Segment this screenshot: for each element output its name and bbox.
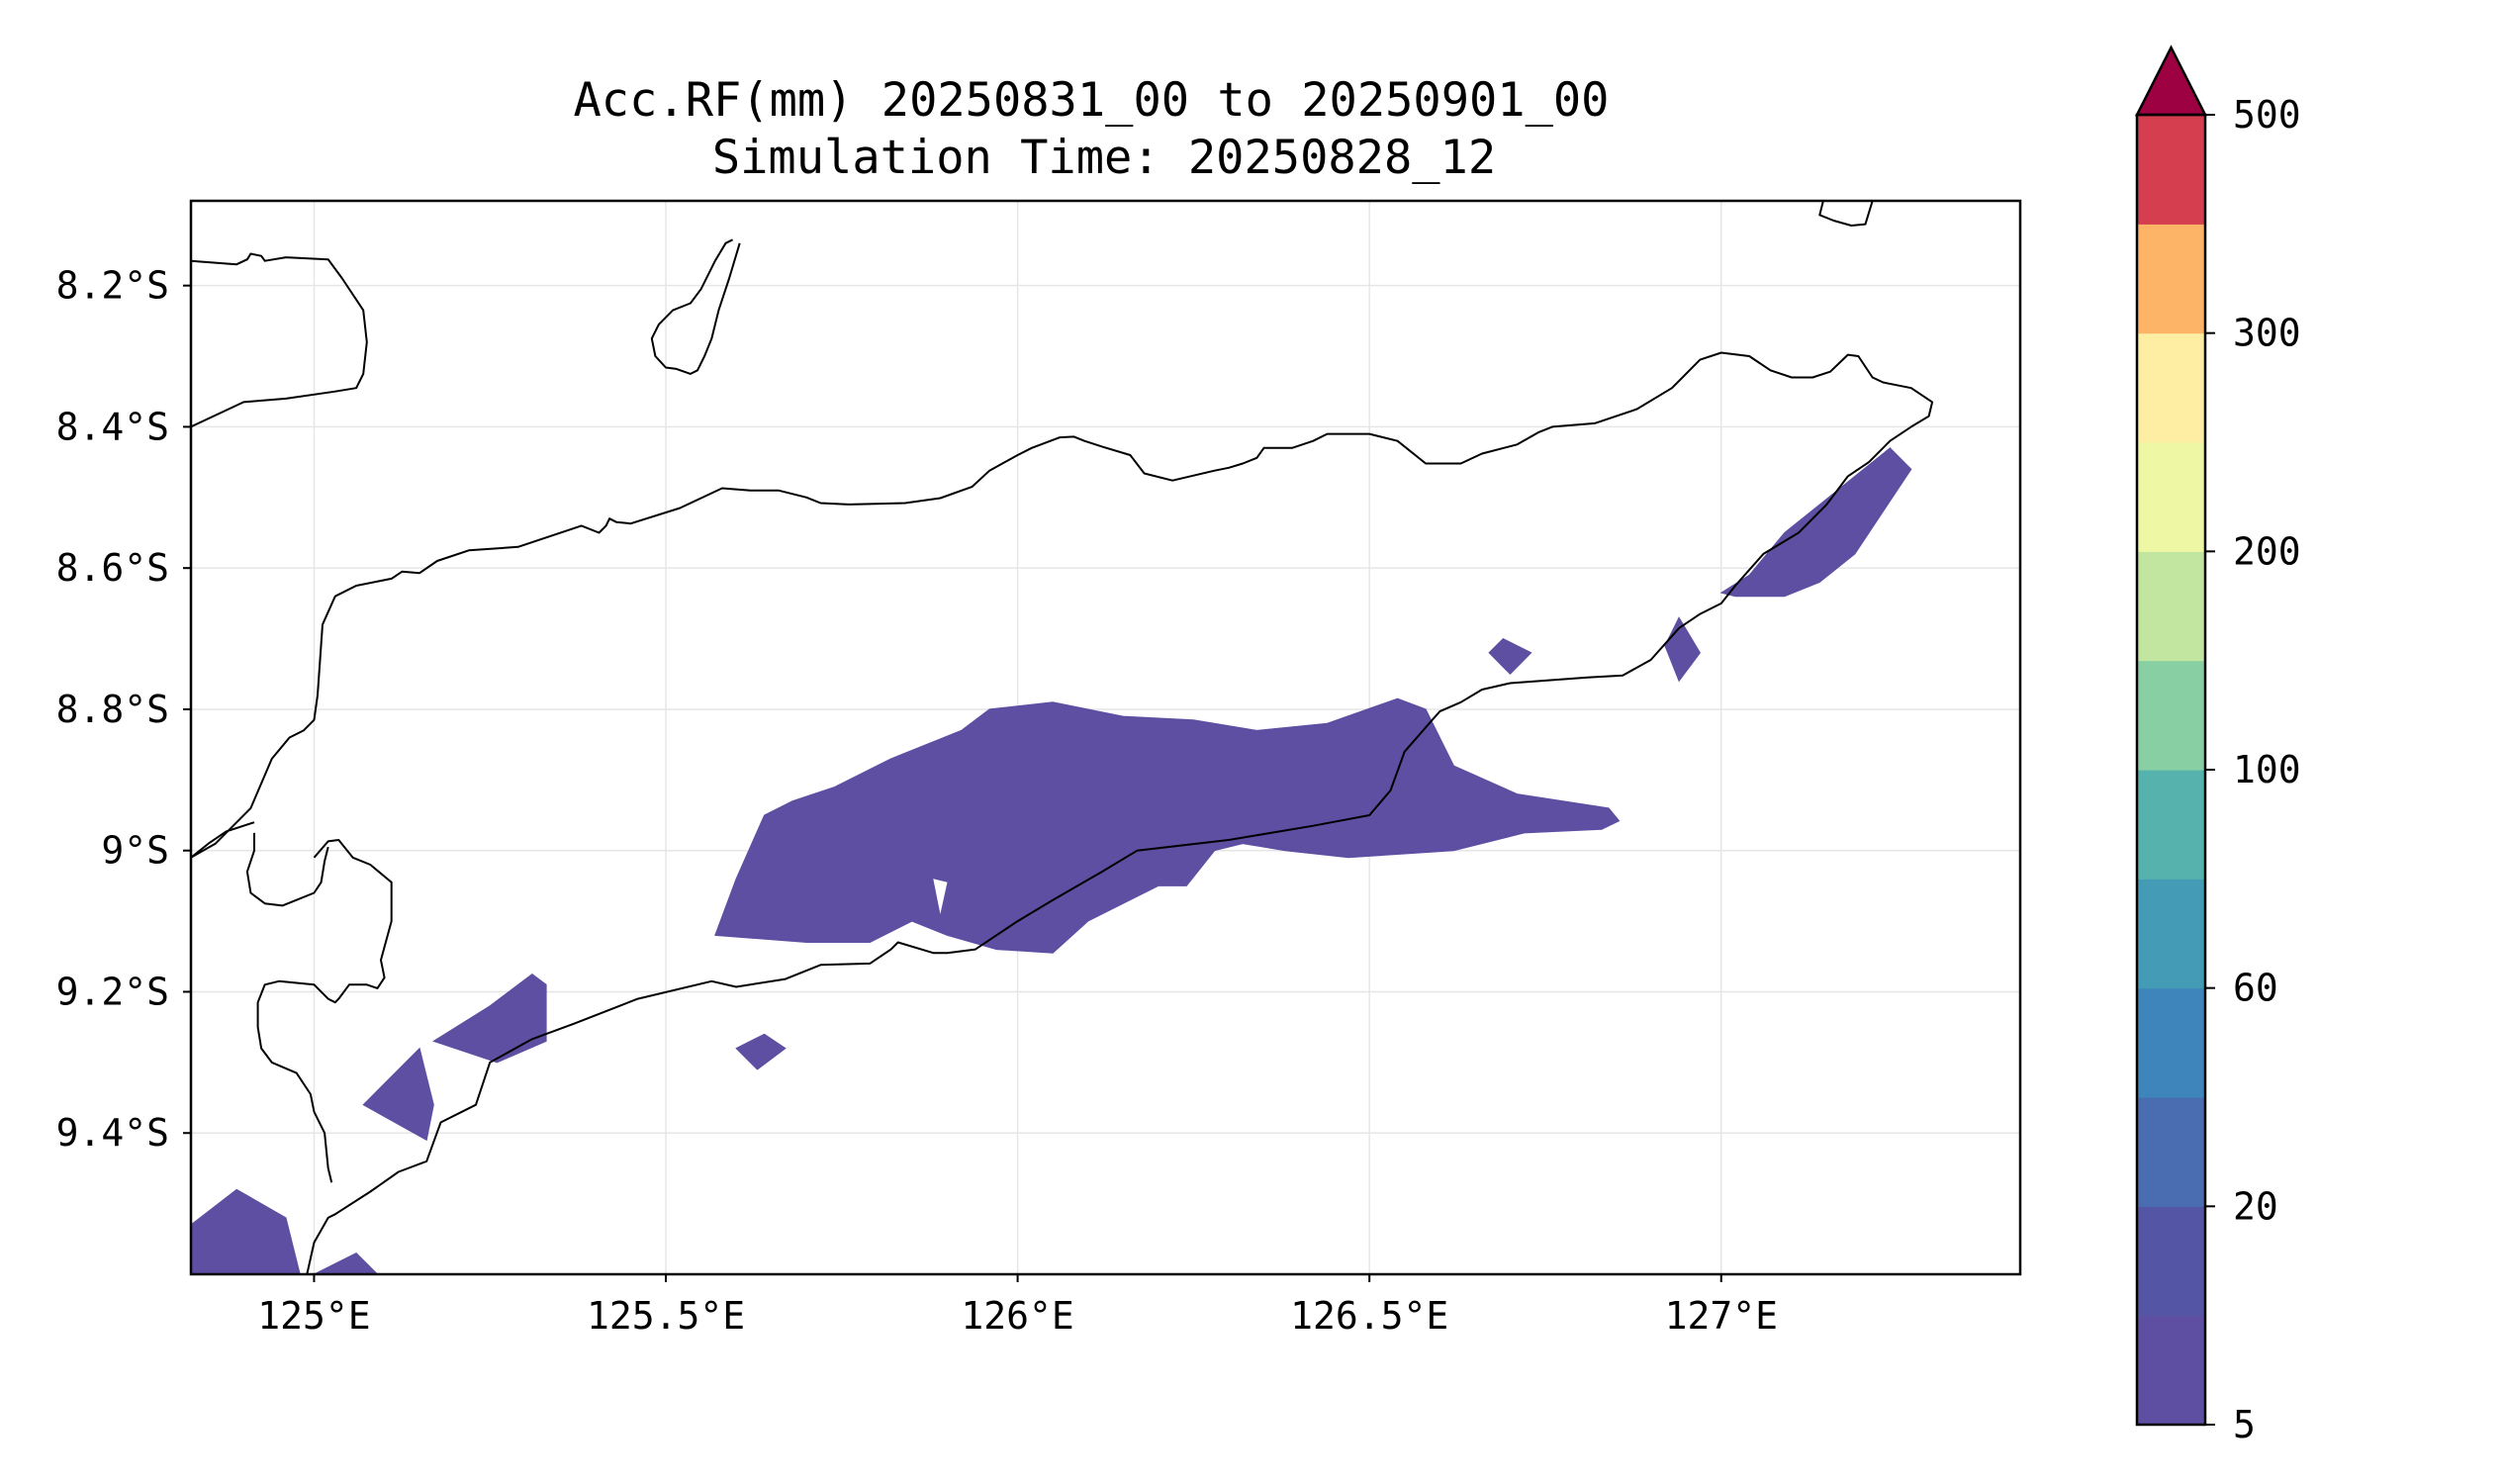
y-tick-label: 9.4°S xyxy=(56,1111,169,1155)
coastline xyxy=(245,832,329,907)
coastline xyxy=(256,839,393,1183)
y-axis-ticks: 8.2°S 8.4°S 8.6°S 8.8°S 9°S 9.2°S 9.4°S xyxy=(56,264,191,1155)
colorbar-tick-label: 500 xyxy=(2233,93,2301,137)
colorbar-tick-label: 200 xyxy=(2233,529,2301,573)
chart-title: Acc.RF(mm) 20250831_00 to 20250901_00 xyxy=(574,73,1610,128)
map-gridlines xyxy=(191,201,2020,1274)
colorbar-tick-label: 20 xyxy=(2233,1184,2278,1228)
rain-area xyxy=(314,1252,379,1274)
colorbar-segment xyxy=(2137,332,2205,443)
colorbar-segment xyxy=(2137,442,2205,552)
rain-area xyxy=(1664,616,1702,683)
rain-fill-layer xyxy=(191,447,1912,1274)
rain-area xyxy=(362,1047,434,1142)
x-tick-label: 126.5°E xyxy=(1290,1294,1448,1338)
colorbar-segment xyxy=(2137,224,2205,334)
map-frame xyxy=(189,199,2022,1276)
coastline xyxy=(191,252,368,428)
rain-area xyxy=(735,1033,787,1070)
rain-area xyxy=(432,973,547,1064)
colorbar-tick-label: 100 xyxy=(2233,748,2301,791)
coastline xyxy=(1818,201,1874,227)
colorbar-tick-label: 300 xyxy=(2233,312,2301,355)
colorbar-segment xyxy=(2137,987,2205,1098)
y-tick-label: 9°S xyxy=(101,829,169,873)
colorbar-segment xyxy=(2137,1097,2205,1207)
colorbar-segment xyxy=(2137,1315,2205,1426)
rain-area xyxy=(191,1188,301,1274)
rain-area xyxy=(1719,447,1912,598)
coastline xyxy=(650,238,741,375)
rain-area xyxy=(714,697,1621,954)
colorbar-segment xyxy=(2137,770,2205,880)
colorbar-extend-triangle xyxy=(2134,45,2208,117)
colorbar: 5 20 60 100 200 300 500 xyxy=(2134,45,2301,1446)
rain-area xyxy=(1488,637,1532,676)
colorbar-segment xyxy=(2137,115,2205,225)
colorbar-segment xyxy=(2137,879,2205,989)
coastline xyxy=(191,821,255,859)
colorbar-tick-label: 60 xyxy=(2233,967,2278,1010)
x-tick-label: 126°E xyxy=(961,1294,1073,1338)
x-tick-label: 125°E xyxy=(257,1294,370,1338)
colorbar-segment xyxy=(2137,551,2205,662)
coastline-layer xyxy=(191,201,1934,1274)
y-tick-label: 8.6°S xyxy=(56,546,169,590)
colorbar-tick-label: 5 xyxy=(2233,1403,2256,1446)
rain-gap xyxy=(933,879,948,914)
y-tick-label: 8.2°S xyxy=(56,264,169,308)
x-tick-label: 125.5°E xyxy=(587,1294,745,1338)
y-tick-label: 8.8°S xyxy=(56,688,169,731)
y-tick-label: 8.4°S xyxy=(56,405,169,448)
coastline xyxy=(191,351,1934,1274)
colorbar-segment xyxy=(2137,660,2205,771)
colorbar-segment xyxy=(2137,1206,2205,1317)
x-axis-ticks: 125°E 125.5°E 126°E 126.5°E 127°E xyxy=(257,1274,1778,1338)
y-tick-label: 9.2°S xyxy=(56,970,169,1013)
x-tick-label: 127°E xyxy=(1665,1294,1778,1338)
chart-subtitle: Simulation Time: 20250828_12 xyxy=(712,131,1496,185)
